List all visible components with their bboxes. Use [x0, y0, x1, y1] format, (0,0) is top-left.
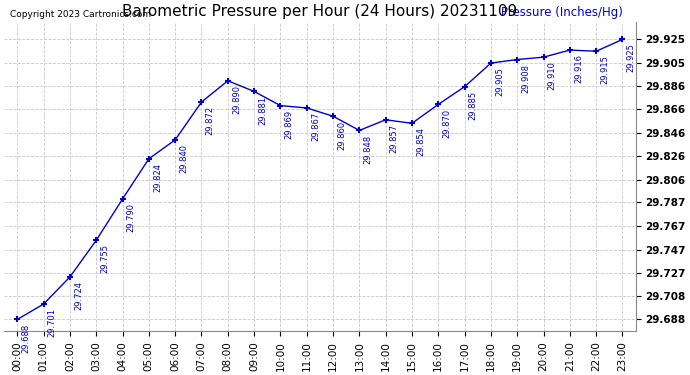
Text: Pressure (Inches/Hg): Pressure (Inches/Hg)	[501, 6, 623, 19]
Text: 29.872: 29.872	[206, 106, 215, 135]
Text: 29.881: 29.881	[258, 96, 267, 125]
Text: 29.869: 29.869	[284, 110, 293, 139]
Text: 29.724: 29.724	[74, 281, 83, 310]
Text: 29.905: 29.905	[495, 67, 504, 96]
Text: 29.848: 29.848	[364, 135, 373, 164]
Text: 29.925: 29.925	[627, 44, 635, 72]
Text: 29.885: 29.885	[469, 91, 477, 120]
Text: 29.824: 29.824	[153, 163, 162, 192]
Text: 29.916: 29.916	[574, 54, 583, 83]
Text: 29.890: 29.890	[232, 85, 241, 114]
Text: 29.755: 29.755	[101, 244, 110, 273]
Text: 29.790: 29.790	[127, 203, 136, 232]
Text: 29.854: 29.854	[416, 128, 425, 156]
Text: Copyright 2023 Cartronics.com: Copyright 2023 Cartronics.com	[10, 10, 152, 19]
Text: 29.860: 29.860	[337, 120, 346, 150]
Text: 29.857: 29.857	[390, 124, 399, 153]
Title: Barometric Pressure per Hour (24 Hours) 20231109: Barometric Pressure per Hour (24 Hours) …	[122, 4, 518, 19]
Text: 29.840: 29.840	[179, 144, 188, 173]
Text: 29.867: 29.867	[311, 112, 320, 141]
Text: 29.688: 29.688	[21, 324, 30, 353]
Text: 29.701: 29.701	[48, 308, 57, 337]
Text: 29.870: 29.870	[442, 109, 451, 138]
Text: 29.908: 29.908	[522, 64, 531, 93]
Text: 29.915: 29.915	[600, 56, 609, 84]
Text: 29.910: 29.910	[548, 62, 557, 90]
